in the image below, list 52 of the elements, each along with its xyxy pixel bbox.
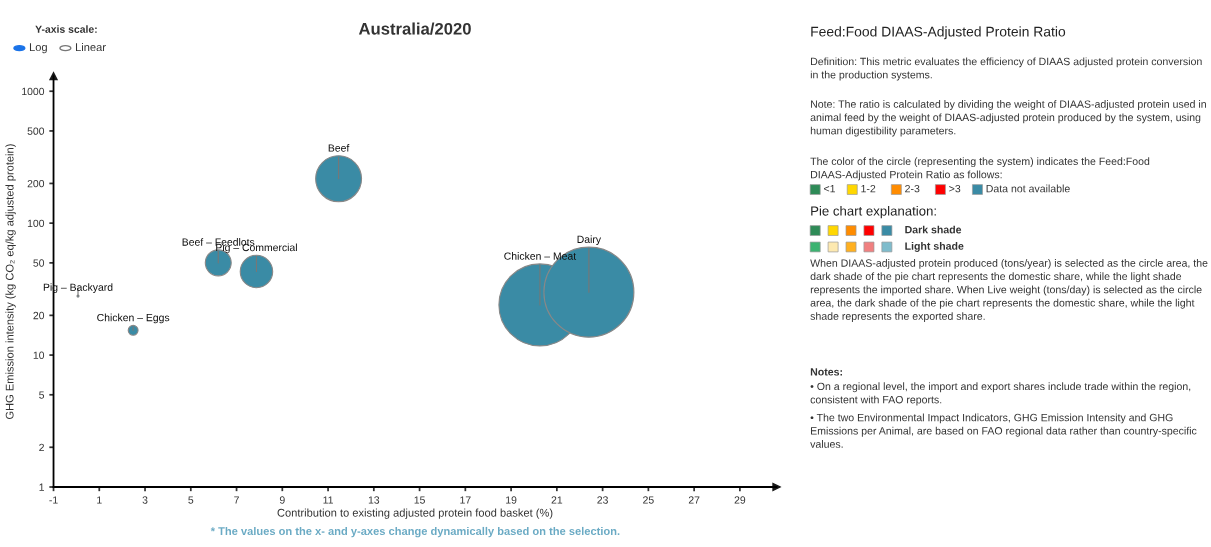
- text: Log: [29, 43, 47, 54]
- x-tick-label: 11: [323, 496, 333, 504]
- text: • On a regional level, the import and export shares include trade within the region, consistent with FAO reports.: [810, 382, 1191, 406]
- y-tick-label: 20: [33, 311, 45, 320]
- text: Light shade: [905, 242, 964, 252]
- y-tick-label: 10: [33, 351, 45, 359]
- x-tick-label: -1: [49, 496, 58, 504]
- text: Y-axis scale:: [35, 25, 97, 33]
- y-tick-label: 1: [39, 483, 44, 491]
- chart-title: Australia/2020: [358, 22, 471, 35]
- x-tick-label: 13: [368, 496, 380, 504]
- text: * The values on the x- and y-axes change dynamically based on the selection.: [210, 526, 620, 538]
- text: Note: The ratio is calculated by dividing the weight of DIAAS-adjusted protein used in animal feed by the weight of DIAAS-adjusted protein produced by the system, using human digestibility parameters.: [810, 100, 1206, 137]
- x-tick-label: 7: [234, 496, 239, 504]
- text: Linear: [75, 42, 106, 52]
- y-tick-label: 200: [27, 179, 45, 188]
- text: Definition: This metric evaluates the efficiency of DIAAS adjusted protein conversion in the production systems.: [810, 57, 1202, 81]
- category-label: 2-3: [905, 184, 920, 193]
- x-tick-label: 27: [688, 496, 700, 504]
- y-tick-label: 100: [27, 219, 45, 228]
- category-label: >3: [949, 184, 961, 193]
- category-label: <1: [824, 185, 835, 193]
- x-tick-label: 9: [279, 496, 285, 504]
- x-tick-label: 25: [643, 496, 654, 504]
- x-tick-label: 29: [734, 496, 746, 504]
- x-tick-label: 23: [597, 496, 608, 504]
- y-tick-label: 50: [33, 259, 45, 267]
- x-tick-label: 17: [460, 496, 471, 504]
- y-tick-label: 2: [39, 443, 44, 452]
- text: Notes:: [810, 368, 842, 376]
- text: Pie chart explanation:: [811, 205, 936, 219]
- category-label: 1-2: [861, 184, 876, 193]
- category-label: Data not available: [986, 184, 1070, 193]
- y-axis-title: GHG Emission intensity (kg CO₂ eq/kg adjusted protein): [5, 144, 16, 420]
- text: Feed:Food DIAAS-Adjusted Protein Ratio: [811, 26, 1066, 40]
- annotation: Dairy: [577, 235, 602, 246]
- text: When DIAAS-adjusted protein produced (tons/year) is selected as the circle area, the dark shade of the pie chart represents the domestic share, while the light shade represents the imported share. When Live weight (tons/day) is selected as the circle area, the dark shade of the pie chart represents the domestic share, while the light shade represents the exported share.: [810, 259, 1208, 322]
- x-tick-label: 5: [188, 496, 194, 504]
- x-tick-label: 15: [414, 496, 425, 504]
- text: • The two Environmental Impact Indicators, GHG Emission Intensity and GHG Emissions per Animal, are based on FAO regional data rather than country-specific values.: [810, 413, 1197, 448]
- annotation: Chicken – Eggs: [97, 313, 170, 324]
- x-tick-label: 19: [506, 496, 517, 504]
- x-axis-title: Contribution to existing adjusted protein food basket (%): [277, 508, 553, 519]
- text: The color of the circle (representing the system) indicates the Feed:Food DIAAS-Adjusted Protein Ratio as follows:: [810, 157, 1150, 181]
- x-tick-label: 1: [97, 496, 102, 504]
- y-tick-label: 500: [27, 127, 45, 135]
- annotation: Beef: [328, 144, 350, 152]
- y-tick-label: 1000: [22, 87, 45, 96]
- text: Dark shade: [905, 225, 962, 234]
- x-tick-label: 3: [142, 496, 148, 504]
- y-tick-label: 5: [39, 391, 45, 399]
- x-tick-label: 21: [551, 496, 563, 504]
